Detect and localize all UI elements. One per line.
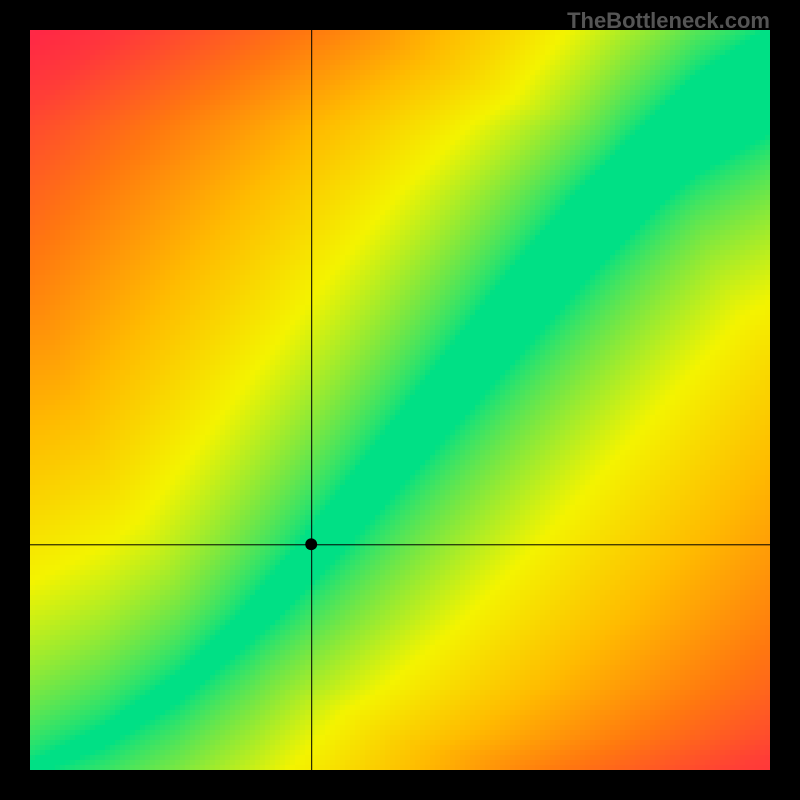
watermark-text: TheBottleneck.com — [567, 8, 770, 34]
heatmap-plot — [30, 30, 770, 770]
heatmap-canvas — [30, 30, 770, 770]
chart-container: TheBottleneck.com — [0, 0, 800, 800]
